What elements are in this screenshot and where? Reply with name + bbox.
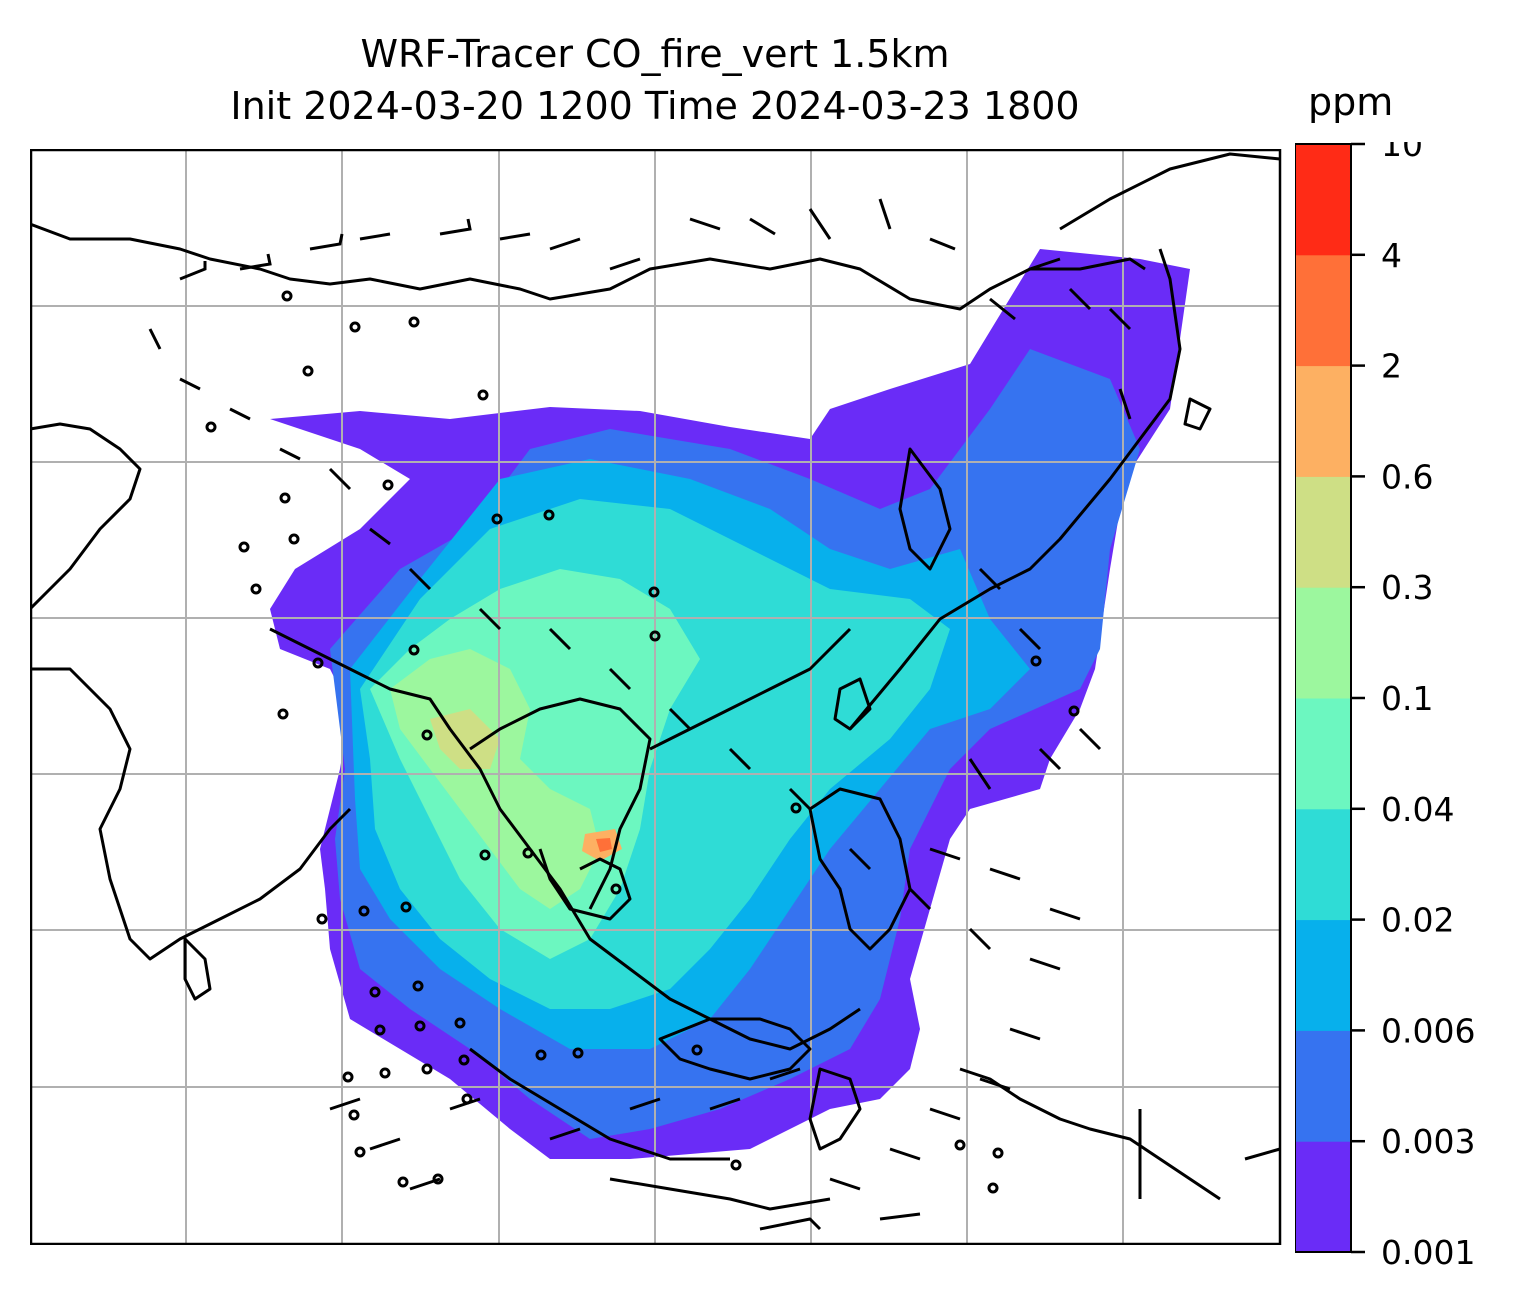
colorbar-tick-label-8: 2: [1381, 347, 1402, 386]
colorbar-tick-label-2: 0.006: [1381, 1011, 1475, 1050]
colorbar-tick-label-6: 0.3: [1381, 568, 1433, 607]
map-frame: [30, 149, 1282, 1245]
calm-markers: [205, 290, 1080, 1194]
colorbar-tick-label-10: 10: [1381, 142, 1423, 164]
colorbar-block-8: [1295, 254, 1351, 367]
colorbar-block-9: [1295, 144, 1351, 256]
tracer-band-5: [390, 649, 600, 909]
colorbar-block-3: [1295, 808, 1351, 921]
map-panel: [30, 149, 1282, 1245]
colorbar-tick-label-9: 4: [1381, 236, 1402, 275]
colorbar-block-0: [1295, 1141, 1351, 1253]
colorbar-tick-label-5: 0.1: [1381, 679, 1433, 718]
colorbar-blocks: [1295, 144, 1351, 1253]
coastlines: [30, 152, 1281, 1231]
colorbar-tick-label-7: 0.6: [1381, 457, 1433, 496]
tracer-band-8: [596, 838, 612, 852]
colorbar-tick-label-0: 0.001: [1381, 1233, 1475, 1272]
map-title-line2: Init 2024-03-20 1200 Time 2024-03-23 180…: [230, 84, 1080, 128]
colorbar-block-7: [1295, 365, 1351, 477]
colorbar: 0.001 0.003 0.006 0.02 0.04 0.1 0.3 0.6 2 4 10: [1295, 142, 1475, 1272]
colorbar-block-2: [1295, 919, 1351, 1031]
gridlines: [30, 149, 1280, 1244]
colorbar-tick-label-3: 0.02: [1381, 901, 1454, 940]
colorbar-block-1: [1295, 1030, 1351, 1142]
colorbar-tick-label-1: 0.003: [1381, 1122, 1475, 1161]
colorbar-block-5: [1295, 587, 1351, 699]
colorbar-block-4: [1295, 698, 1351, 810]
map-title-line1: WRF-Tracer CO_fire_vert 1.5km: [360, 32, 950, 76]
colorbar-tick-label-4: 0.04: [1381, 790, 1454, 829]
wind-barbs: [148, 198, 1132, 1191]
colorbar-ticks: 0.001 0.003 0.006 0.02 0.04 0.1 0.3 0.6 2 4 10: [1351, 142, 1475, 1272]
colorbar-unit: ppm: [1308, 80, 1394, 124]
colorbar-block-6: [1295, 476, 1351, 588]
